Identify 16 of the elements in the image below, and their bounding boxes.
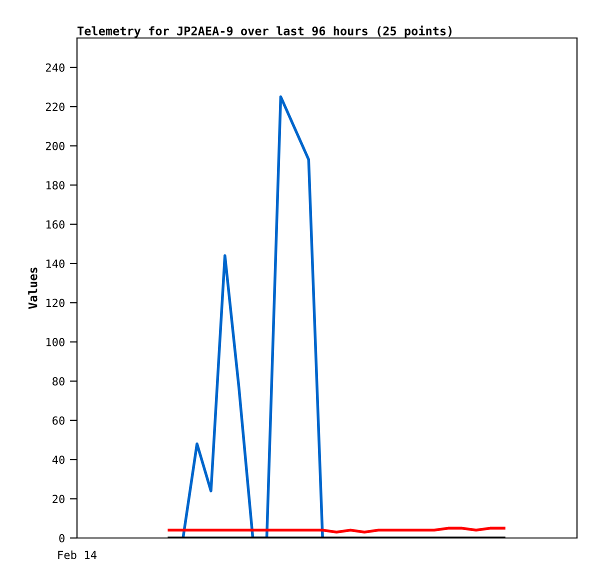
y-tick-label: 120 — [46, 298, 64, 308]
y-tick-label: 100 — [46, 338, 64, 346]
chart-title: Telemetry for JP2AEA-9 over last 96 hours (25 points) — [78, 26, 452, 38]
y-tick-label: 160 — [46, 220, 64, 229]
y-tick-label: 0 — [59, 534, 64, 542]
y-tick-label: 20 — [52, 494, 64, 504]
text: Feb 14 — [58, 550, 97, 560]
y-tick-label: 140 — [46, 259, 64, 268]
y-tick-label: 40 — [52, 456, 64, 464]
y-tick-label: 220 — [46, 102, 64, 112]
y-tick-label: 60 — [52, 416, 64, 425]
y-tick-label: 80 — [52, 377, 64, 386]
y-tick-label: 200 — [46, 142, 64, 150]
y-axis-title: Values — [28, 268, 38, 309]
y-tick-label: 180 — [46, 181, 64, 190]
y-tick-label: 240 — [46, 63, 64, 72]
